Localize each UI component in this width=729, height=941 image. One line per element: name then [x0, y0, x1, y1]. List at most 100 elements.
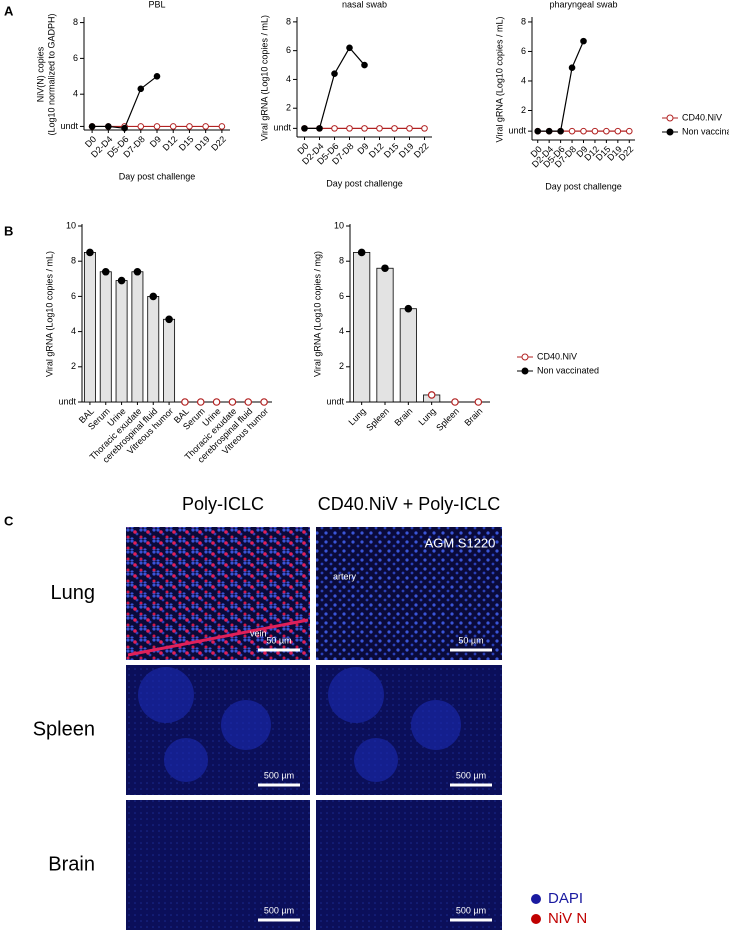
chart-title: PBL: [148, 0, 165, 9]
data-point: [361, 61, 368, 69]
legend-marker: [521, 367, 529, 375]
x-tick-label: Spleen: [434, 406, 461, 433]
y-tick-label: 8: [73, 17, 78, 27]
data-point: [357, 248, 366, 257]
data-point: [212, 398, 221, 406]
x-tick-label: D15: [177, 134, 196, 153]
data-point: [181, 398, 189, 406]
data-point: [545, 127, 553, 135]
tissue-structure: [411, 700, 461, 750]
data-point: [427, 391, 436, 399]
bar: [131, 271, 144, 403]
series-line: [92, 75, 158, 129]
data-point: [88, 123, 96, 130]
tissue-structure: [354, 738, 398, 782]
data-point: [316, 125, 323, 132]
data-point: [105, 123, 112, 130]
data-point: [153, 72, 161, 80]
data-point: [169, 123, 177, 130]
data-point: [580, 37, 587, 45]
data-point: [346, 44, 353, 52]
x-tick-label: D12: [161, 134, 180, 153]
y-tick-label: undt: [60, 121, 78, 131]
y-tick-label: 4: [71, 326, 76, 336]
x-tick-label: Brain: [462, 406, 484, 428]
y-tick-label: 2: [71, 361, 76, 371]
legend-marker: [666, 128, 674, 136]
data-point: [376, 125, 383, 132]
legend-label: DAPI: [548, 890, 583, 907]
legend-label: CD40.NiV: [537, 351, 577, 361]
x-axis-label: Day post challenge: [326, 178, 403, 188]
legend-label: Non vaccinated: [537, 365, 599, 375]
x-tick-label: D22: [412, 141, 431, 160]
data-point: [137, 85, 145, 93]
x-tick-label: Spleen: [364, 406, 391, 433]
x-axis-label: Day post challenge: [119, 171, 196, 181]
scale-bar-label: 500 µm: [456, 770, 486, 780]
data-point: [451, 398, 459, 406]
panel-label: A: [4, 3, 14, 18]
chart-title: nasal swab: [342, 0, 387, 9]
y-tick-label: undt: [273, 123, 291, 133]
bar: [399, 308, 417, 403]
data-point: [580, 127, 587, 135]
data-point: [301, 125, 308, 132]
data-point: [228, 398, 237, 406]
x-tick-label: D19: [193, 134, 212, 153]
data-point: [137, 123, 145, 130]
data-point: [86, 248, 94, 257]
legend-marker: [531, 914, 541, 924]
y-tick-label: 2: [286, 103, 291, 113]
row-label: Brain: [48, 853, 95, 875]
x-tick-label: Lung: [347, 406, 368, 427]
y-tick-label: 6: [521, 46, 526, 56]
data-point: [406, 125, 413, 132]
data-point: [603, 127, 610, 135]
y-tick-label: 2: [339, 361, 344, 371]
data-point: [614, 127, 622, 135]
annotation: AGM S1220: [425, 535, 496, 550]
data-point: [391, 125, 398, 132]
column-header: CD40.NiV + Poly-ICLC: [318, 494, 501, 514]
data-point: [474, 398, 483, 406]
micrograph: [316, 527, 502, 660]
y-tick-label: undt: [326, 396, 344, 406]
data-point: [404, 304, 413, 313]
y-tick-label: 4: [521, 75, 526, 85]
scale-bar-label: 50 µm: [458, 635, 483, 645]
y-tick-label: 10: [334, 220, 344, 230]
data-point: [625, 127, 633, 135]
data-point: [149, 292, 158, 301]
y-tick-label: 4: [339, 326, 344, 336]
y-axis-label: Viral gRNA (Log10 copies / mL): [44, 251, 54, 377]
legend-marker: [666, 114, 674, 122]
tissue-structure: [328, 667, 384, 723]
y-tick-label: 8: [71, 256, 76, 266]
data-point: [346, 125, 353, 132]
data-point: [331, 70, 338, 77]
panel-label: C: [4, 513, 14, 528]
panel-label: B: [4, 223, 13, 238]
bar: [163, 318, 176, 403]
tissue-structure: [164, 738, 208, 782]
data-point: [186, 123, 193, 130]
row-label: Spleen: [33, 718, 95, 740]
data-point: [568, 64, 576, 71]
data-point: [133, 267, 142, 276]
data-point: [557, 127, 564, 135]
series-line: [304, 46, 365, 129]
y-axis-label: NiV(N) copies: [35, 46, 45, 102]
legend-label: NiV N: [548, 910, 587, 927]
data-point: [121, 124, 128, 132]
data-point: [101, 267, 110, 276]
series-line: [537, 40, 585, 132]
tissue-structure: [138, 667, 194, 723]
data-point: [331, 125, 338, 132]
y-tick-label: 8: [339, 256, 344, 266]
bar: [376, 267, 394, 403]
legend-label: CD40.NiV: [682, 112, 722, 122]
y-tick-label: undt: [58, 396, 76, 406]
